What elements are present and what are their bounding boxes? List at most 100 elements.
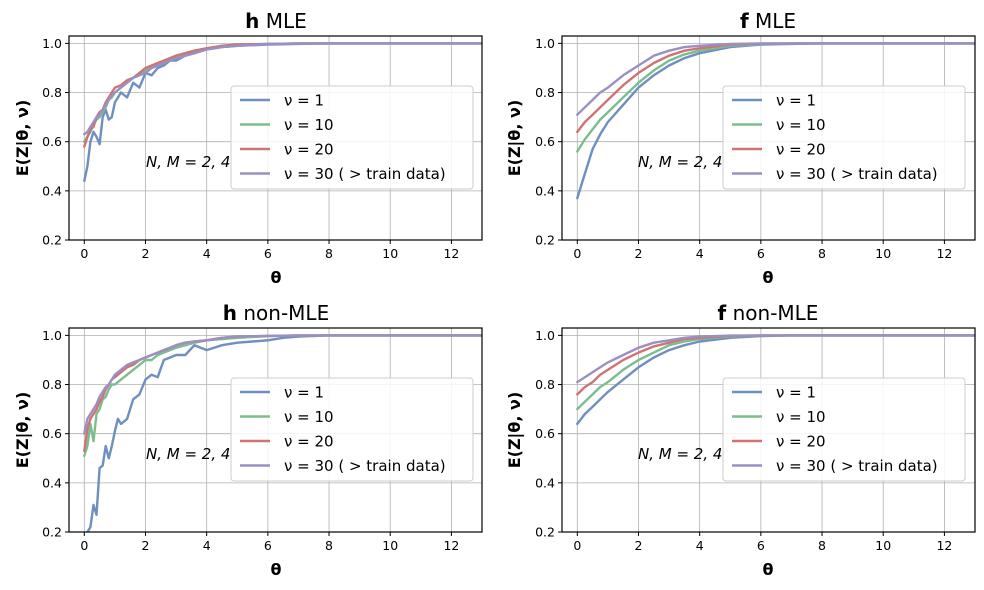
y-tick-label: 0.4 <box>535 475 555 490</box>
panel-title-symbol: f <box>718 301 727 325</box>
chart-panel-2: 0 2 4 6 8 10 12 0.2 0.4 0.6 0.8 1.0 f MLE θ E(Z|θ, ν) N… <box>505 9 976 287</box>
y-tick-label: 0.2 <box>42 525 62 540</box>
annotation-label: N, M = 2, 4 <box>638 153 722 171</box>
y-tick-label: 1.0 <box>535 36 555 51</box>
series-line-nu-1 <box>86 334 482 532</box>
legend-entry-label: ν = 1 <box>284 92 324 110</box>
panel-title-suffix: MLE <box>749 9 796 33</box>
x-tick-label: 2 <box>635 538 643 553</box>
x-tick-label: 6 <box>757 538 765 553</box>
legend: ν = 1 ν = 10 ν = 20 ν = 30 ( > train data) <box>722 85 966 190</box>
y-tick-label: 0.2 <box>535 525 555 540</box>
chart-panel-1: 0 2 4 6 8 10 12 0.2 0.4 0.6 0.8 1.0 h MLE θ E(Z|θ, ν) N… <box>13 9 483 287</box>
legend-box <box>722 377 966 482</box>
x-tick-label: 0 <box>80 246 88 261</box>
legend-entry-label: ν = 20 <box>776 141 826 159</box>
panel-title: h non-MLE <box>223 301 329 325</box>
y-tick-label: 1.0 <box>42 36 62 51</box>
y-tick-label: 0.6 <box>42 134 62 149</box>
chart-panel-4: 0 2 4 6 8 10 12 0.2 0.4 0.6 0.8 1.0 f non-MLE θ E(Z|θ,… <box>505 301 976 579</box>
x-tick-label: 10 <box>382 246 398 261</box>
x-axis-label: θ <box>271 560 282 579</box>
x-tick-label: 0 <box>573 246 581 261</box>
y-axis-label: E(Z|θ, ν) <box>505 100 525 177</box>
plot-frame <box>68 35 483 241</box>
y-axis-label: E(Z|θ, ν) <box>13 392 33 469</box>
x-tick-label: 12 <box>443 246 459 261</box>
y-tick-label: 0.8 <box>535 377 555 392</box>
y-tick-label: 0.6 <box>535 426 555 441</box>
plot-frame <box>561 35 976 241</box>
x-tick-label: 6 <box>264 246 272 261</box>
y-tick-label: 0.8 <box>42 377 62 392</box>
legend-entry-label: ν = 10 <box>284 116 334 134</box>
annotation-label: N, M = 2, 4 <box>146 153 230 171</box>
legend-entry-label: ν = 10 <box>776 408 826 426</box>
plot-frame <box>68 327 483 533</box>
legend-entry-label: ν = 20 <box>284 433 334 451</box>
series-line-nu-4 <box>83 334 482 435</box>
x-tick-label: 0 <box>80 538 88 553</box>
panel-title-suffix: MLE <box>259 9 306 33</box>
y-tick-label: 0.4 <box>535 183 555 198</box>
y-tick-label: 1.0 <box>535 328 555 343</box>
legend-entry-label: ν = 1 <box>284 384 324 402</box>
y-axis-label: E(Z|θ, ν) <box>505 392 525 469</box>
y-tick-label: 0.2 <box>535 233 555 248</box>
legend-entry-label: ν = 1 <box>776 384 816 402</box>
x-tick-label: 4 <box>203 246 211 261</box>
y-tick-label: 0.6 <box>535 134 555 149</box>
chart-panel-3: 0 2 4 6 8 10 12 0.2 0.4 0.6 0.8 1.0 h non-MLE θ E(Z|θ,… <box>13 301 483 579</box>
y-tick-label: 0.8 <box>535 85 555 100</box>
panel-title-suffix: non-MLE <box>237 301 329 325</box>
panel-title: f non-MLE <box>718 301 819 325</box>
legend-entry-label: ν = 20 <box>776 433 826 451</box>
x-tick-label: 8 <box>325 246 333 261</box>
panel-title-suffix: non-MLE <box>726 301 818 325</box>
x-axis-label: θ <box>763 268 774 287</box>
panel-title-symbol: f <box>740 9 749 33</box>
annotation-label: N, M = 2, 4 <box>638 445 722 463</box>
x-tick-label: 8 <box>325 538 333 553</box>
x-tick-label: 6 <box>757 246 765 261</box>
x-tick-label: 4 <box>696 538 704 553</box>
x-tick-label: 10 <box>875 538 891 553</box>
y-tick-label: 0.2 <box>42 233 62 248</box>
x-tick-label: 4 <box>696 246 704 261</box>
x-tick-label: 2 <box>635 246 643 261</box>
y-tick-label: 0.8 <box>42 85 62 100</box>
x-tick-label: 8 <box>818 538 826 553</box>
series-line-nu-4 <box>576 334 975 384</box>
legend-entry-label: ν = 30 ( > train data) <box>776 165 938 183</box>
x-tick-label: 2 <box>142 246 150 261</box>
legend-entry-label: ν = 10 <box>284 408 334 426</box>
series-line-nu-4 <box>576 42 975 116</box>
panel-title-symbol: h <box>223 301 237 325</box>
x-tick-label: 12 <box>443 538 459 553</box>
legend-box <box>722 85 966 190</box>
x-tick-label: 2 <box>142 538 150 553</box>
annotation-label: N, M = 2, 4 <box>146 445 230 463</box>
legend-box <box>230 377 474 482</box>
legend-entry-label: ν = 30 ( > train data) <box>284 165 446 183</box>
legend: ν = 1 ν = 10 ν = 20 ν = 30 ( > train data) <box>230 85 474 190</box>
x-axis-label: θ <box>763 560 774 579</box>
x-axis-label: θ <box>271 268 282 287</box>
legend-entry-label: ν = 1 <box>776 92 816 110</box>
legend-entry-label: ν = 30 ( > train data) <box>284 457 446 475</box>
x-tick-label: 0 <box>573 538 581 553</box>
legend-box <box>230 85 474 190</box>
x-tick-label: 10 <box>875 246 891 261</box>
series-line-nu-4 <box>83 42 482 136</box>
y-tick-label: 0.4 <box>42 183 62 198</box>
y-tick-label: 1.0 <box>42 328 62 343</box>
x-tick-label: 8 <box>818 246 826 261</box>
legend: ν = 1 ν = 10 ν = 20 ν = 30 ( > train data) <box>230 377 474 482</box>
y-tick-label: 0.6 <box>42 426 62 441</box>
panel-title-symbol: h <box>245 9 259 33</box>
y-axis-label: E(Z|θ, ν) <box>13 100 33 177</box>
x-tick-label: 12 <box>936 246 952 261</box>
x-tick-label: 10 <box>382 538 398 553</box>
panel-title: h MLE <box>245 9 307 33</box>
